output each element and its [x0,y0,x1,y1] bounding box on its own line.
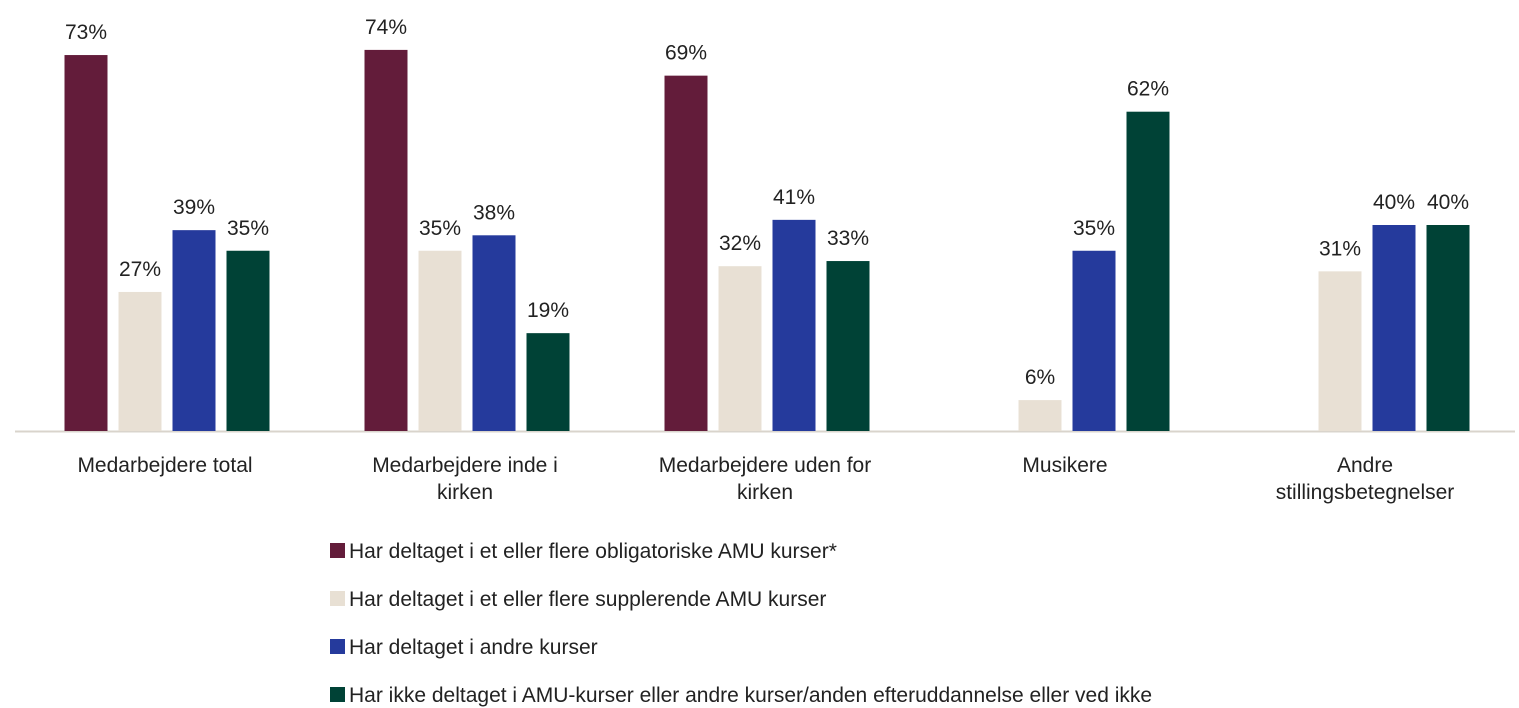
data-label: 19% [527,299,569,322]
bar [418,250,462,431]
bar [118,291,162,431]
bar [1372,225,1416,431]
x-tick-label: Medarbejdere uden for kirken [658,454,872,504]
bar [1126,111,1170,431]
bar [1072,250,1116,431]
data-label: 33% [827,227,869,250]
data-label: 31% [1319,237,1361,260]
legend-label: Har deltaget i et eller flere supplerend… [349,588,826,611]
data-label: 40% [1427,191,1469,214]
bar [364,49,408,432]
data-label: 35% [419,217,461,240]
bar [718,266,762,431]
bar [1426,225,1470,431]
legend-swatch [330,543,345,558]
bar [226,250,270,431]
bar [664,75,708,432]
data-label: 35% [1073,217,1115,240]
data-label: 6% [1025,366,1055,389]
data-label: 62% [1127,78,1169,101]
legend-label: Har deltaget i andre kurser [349,636,598,659]
x-tick-label: Musikere [1022,454,1108,477]
bar [1018,400,1062,431]
legend-label: Har deltaget i et eller flere obligatori… [349,540,837,563]
data-label: 69% [665,42,707,65]
data-label: 39% [173,196,215,219]
legend-swatch [330,639,345,654]
bar [172,230,216,431]
data-label: 38% [473,201,515,224]
data-label: 32% [719,232,761,255]
bar [526,333,570,431]
legend-swatch [330,591,345,606]
legend-swatch [330,687,345,702]
bar [1318,271,1362,431]
bar [64,55,108,432]
bar [826,261,870,431]
bar [772,219,816,431]
x-tick-label: Medarbejdere inde i kirken [372,454,558,504]
bar [472,235,516,431]
data-label: 41% [773,186,815,209]
data-label: 27% [119,258,161,281]
data-label: 73% [65,21,107,44]
x-tick-label: Medarbejdere total [77,454,253,477]
data-label: 74% [365,16,407,39]
x-tick-label: Andre stillingsbetegnelser [1275,454,1455,504]
data-label: 40% [1373,191,1415,214]
legend-label: Har ikke deltaget i AMU-kurser eller and… [349,684,1152,707]
data-label: 35% [227,217,269,240]
